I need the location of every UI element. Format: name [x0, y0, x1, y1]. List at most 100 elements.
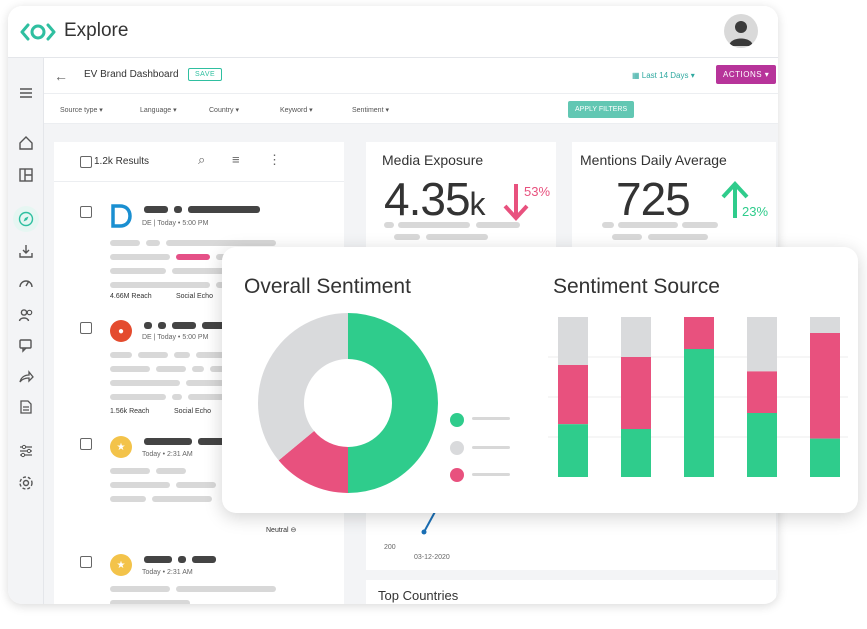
mentions-daily-change: 23%	[742, 204, 769, 219]
home-icon[interactable]	[13, 130, 39, 156]
placeholder-bar	[156, 468, 186, 474]
placeholder-bar	[394, 234, 420, 240]
actions-label: ACTIONS	[723, 70, 763, 79]
legend-placeholder-bar	[472, 473, 510, 476]
placeholder-bar	[110, 352, 132, 358]
placeholder-bar	[188, 206, 260, 213]
menu-icon[interactable]	[13, 80, 39, 106]
review-site-icon: ★	[110, 436, 132, 458]
apply-filters-button[interactable]: APPLY FILTERS	[568, 101, 635, 118]
share-icon[interactable]	[13, 364, 39, 390]
bar-5-negative	[810, 333, 840, 439]
results-header: 1.2k Results ⌕ ≡ ⋮	[54, 142, 344, 182]
filter-keyword[interactable]: Keyword ▾	[280, 107, 313, 114]
item-source: Social Echo	[176, 293, 213, 300]
bar-2-neutral	[621, 317, 651, 357]
bar-4-neutral	[747, 317, 777, 372]
filter-label: Source type	[60, 107, 98, 114]
highlight-bar	[176, 254, 210, 260]
more-options-icon[interactable]: ⋮	[268, 152, 281, 167]
donut-slice-positive	[348, 313, 438, 493]
item-checkbox[interactable]	[80, 322, 92, 334]
filter-label: Language	[140, 107, 172, 114]
item-source: Social Echo	[174, 408, 211, 415]
placeholder-bar	[648, 234, 708, 240]
x-axis-tick: 03-12-2020	[414, 554, 450, 561]
item-meta: Today • 2:31 AM	[142, 451, 193, 458]
placeholder-bar	[144, 322, 152, 329]
users-icon[interactable]	[13, 302, 39, 328]
placeholder-bar	[198, 438, 228, 445]
placeholder-bar	[110, 482, 170, 488]
date-range-selector[interactable]: ▦ Last 14 Days ▾	[632, 71, 695, 80]
search-icon[interactable]: ⌕	[198, 152, 206, 167]
placeholder-bar	[398, 222, 470, 228]
select-all-checkbox[interactable]	[80, 156, 92, 168]
settings-icon[interactable]	[13, 470, 39, 496]
placeholder-bar	[186, 380, 236, 386]
placeholder-bar	[172, 322, 196, 329]
save-button[interactable]: SAVE	[188, 68, 223, 81]
bar-1-neutral	[558, 317, 588, 365]
dashboard-bar: ← EV Brand Dashboard SAVE ▦ Last 14 Days…	[44, 58, 778, 94]
sentiment-overlay-card: Overall Sentiment Sentiment Source	[222, 247, 858, 513]
legend-positive-dot	[450, 413, 464, 427]
media-exposure-title: Media Exposure	[382, 152, 484, 168]
back-arrow-icon[interactable]: ←	[54, 68, 68, 84]
analytics-icon[interactable]	[13, 270, 39, 296]
chevron-down-icon: ▾	[762, 70, 770, 79]
mentions-daily-value: 725	[616, 173, 691, 225]
explore-icon[interactable]	[13, 206, 39, 232]
filter-sentiment[interactable]: Sentiment ▾	[352, 107, 389, 114]
placeholder-bar	[110, 468, 150, 474]
placeholder-bar	[110, 366, 150, 372]
results-count: 1.2k Results	[94, 156, 150, 167]
media-exposure-number: 4.35	[384, 173, 471, 225]
placeholder-bar	[146, 240, 160, 246]
item-checkbox[interactable]	[80, 556, 92, 568]
sentiment-label: Neutral	[266, 527, 289, 534]
placeholder-bar	[144, 206, 168, 213]
placeholder-bar	[476, 222, 520, 228]
bar-4-positive	[747, 413, 777, 477]
media-exposure-value: 4.35k	[384, 172, 486, 226]
placeholder-bar	[138, 352, 168, 358]
placeholder-bar	[156, 366, 186, 372]
item-checkbox[interactable]	[80, 438, 92, 450]
placeholder-bar	[178, 556, 186, 563]
review-site-icon: ★	[110, 554, 132, 576]
dashboard-icon[interactable]	[13, 162, 39, 188]
item-checkbox[interactable]	[80, 206, 92, 218]
arrow-down-icon	[503, 184, 529, 221]
user-avatar[interactable]	[724, 14, 758, 48]
placeholder-bar	[110, 586, 170, 592]
filter-bar: Source type ▾ Language ▾ Country ▾ Keywo…	[44, 94, 778, 124]
placeholder-bar	[192, 556, 216, 563]
filter-country[interactable]: Country ▾	[209, 107, 239, 114]
placeholder-bar	[602, 222, 614, 228]
donut-slice-neutral	[258, 313, 348, 461]
inbox-icon[interactable]	[13, 238, 39, 264]
placeholder-bar	[188, 394, 228, 400]
dashboard-title: EV Brand Dashboard	[84, 69, 179, 80]
placeholder-bar	[176, 482, 216, 488]
placeholder-bar	[144, 438, 192, 445]
item-meta: DE | Today • 5:00 PM	[142, 220, 209, 227]
messages-icon[interactable]	[13, 332, 39, 358]
placeholder-bar	[158, 322, 166, 329]
reddit-icon: ●	[110, 320, 132, 342]
sliders-icon[interactable]	[13, 438, 39, 464]
placeholder-bar	[172, 394, 182, 400]
placeholder-bar	[384, 222, 394, 228]
document-icon[interactable]	[13, 394, 39, 420]
bar-5-positive	[810, 438, 840, 477]
item-sentiment: Neutral ⊖	[266, 526, 296, 534]
filter-source-type[interactable]: Source type ▾	[60, 107, 103, 114]
media-exposure-change: 53%	[524, 184, 551, 199]
placeholder-bar	[110, 240, 140, 246]
y-axis-tick: 200	[384, 544, 396, 551]
sort-icon[interactable]: ≡	[232, 152, 240, 167]
filter-language[interactable]: Language ▾	[140, 107, 177, 114]
placeholder-bar	[612, 234, 642, 240]
actions-button[interactable]: ACTIONS ▾	[716, 65, 777, 84]
